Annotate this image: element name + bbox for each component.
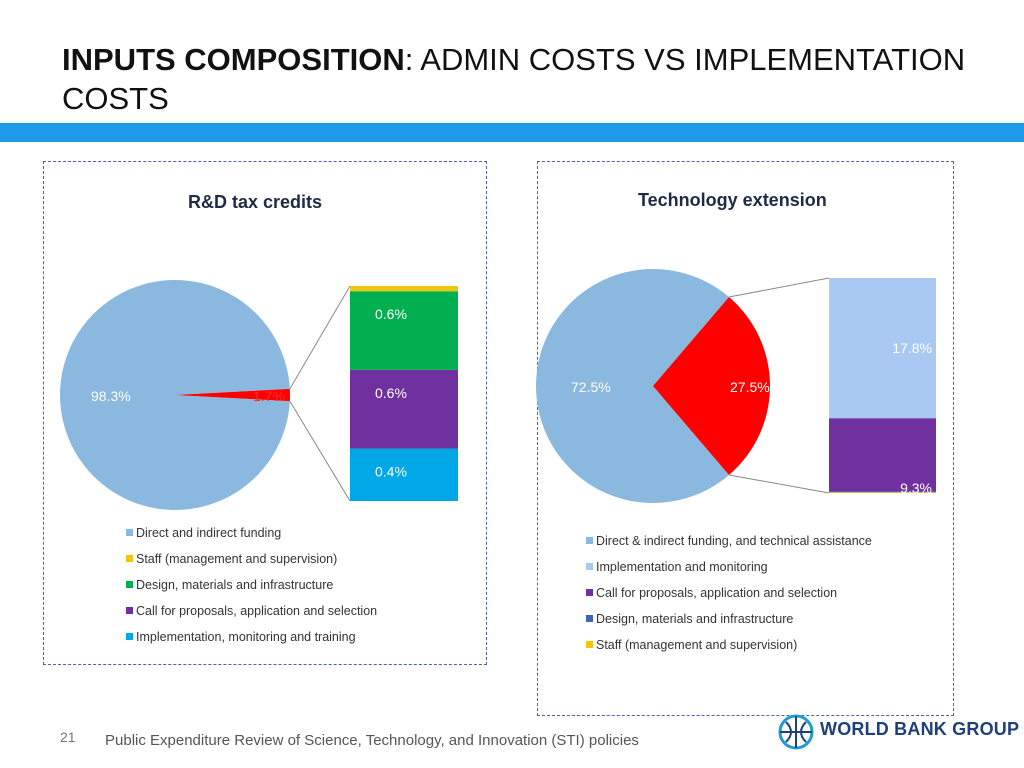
legend-rd: Direct and indirect funding Staff (manage… <box>126 525 377 655</box>
legend-item: Direct & indirect funding, and technical… <box>586 533 872 559</box>
legend-item: Direct and indirect funding <box>126 525 377 551</box>
bar-segment-0-0 <box>350 448 458 501</box>
legend-label: Implementation, monitoring and training <box>136 630 356 644</box>
bar-label-0-2: 0.6% <box>375 306 407 322</box>
pie-label-1-main: 72.5% <box>571 379 611 395</box>
legend-label: Call for proposals, application and sele… <box>596 586 838 600</box>
legend-item: Call for proposals, application and sele… <box>126 603 377 629</box>
bar-segment-1-2 <box>829 418 936 492</box>
legend-swatch <box>126 581 133 589</box>
connector-0-bottom <box>289 400 351 502</box>
legend-label: Direct and indirect funding <box>136 526 282 540</box>
legend-label: Staff (management and supervision) <box>136 552 338 566</box>
legend-item: Implementation, monitoring and training <box>126 629 377 655</box>
pie-slice-1-main <box>536 269 729 503</box>
pie-label-0-other: 1.7% <box>253 388 285 404</box>
legend-item: Design, materials and infrastructure <box>126 577 377 603</box>
legend-item: Implementation and monitoring <box>586 559 872 585</box>
chart-title-tech: Technology extension <box>638 190 827 210</box>
legend-swatch <box>586 537 593 545</box>
chart-title-rd: R&D tax credits <box>188 192 323 212</box>
legend-tech: Direct & indirect funding, and technical… <box>586 533 872 663</box>
bar-label-0-0: 0.4% <box>375 464 407 480</box>
bar-segment-0-1 <box>350 369 458 449</box>
page-title-rest: : ADMIN COSTS VS IMPLEMENTATION COSTS <box>62 42 966 116</box>
connector-1-bottom <box>728 474 830 494</box>
world-bank-globe-logo <box>778 714 814 750</box>
bar-segment-0-2 <box>350 291 458 370</box>
legend-swatch <box>126 529 133 537</box>
legend-swatch <box>586 563 593 571</box>
bar-segment-0-3 <box>350 286 458 292</box>
footer-text: Public Expenditure Review of Science, Te… <box>105 732 639 749</box>
pie-label-1-other: 27.5% <box>730 379 770 395</box>
bar-label-1-3: 17.8% <box>892 340 932 356</box>
bar-label-0-1: 0.6% <box>375 385 407 401</box>
pie-slice-0-other <box>175 388 290 402</box>
legend-swatch <box>586 589 593 597</box>
legend-item: Design, materials and infrastructure <box>586 611 872 637</box>
legend-label: Design, materials and infrastructure <box>596 612 794 626</box>
page-title-bold: INPUTS COMPOSITION <box>62 42 405 77</box>
legend-swatch <box>126 607 133 615</box>
legend-item: Call for proposals, application and sele… <box>586 585 872 611</box>
page-title: INPUTS COMPOSITION: ADMIN COSTS VS IMPLE… <box>62 40 1002 118</box>
legend-swatch <box>586 615 593 623</box>
page-number: 21 <box>60 729 76 745</box>
legend-label: Staff (management and supervision) <box>596 638 798 652</box>
legend-swatch <box>126 555 133 563</box>
connector-0-top <box>289 285 351 390</box>
legend-item: Staff (management and supervision) <box>586 637 872 663</box>
legend-item: Staff (management and supervision) <box>126 551 377 577</box>
legend-label: Implementation and monitoring <box>596 560 768 574</box>
connector-1-top <box>728 277 830 298</box>
pie-slice-0-main <box>59 280 290 510</box>
legend-swatch <box>586 641 593 649</box>
legend-swatch <box>126 633 133 641</box>
bar-segment-1-0 <box>829 492 936 493</box>
pie-slice-1-other <box>653 297 771 475</box>
bar-segment-1-1 <box>829 491 936 493</box>
logo-text: WORLD BANK GROUP <box>820 719 1020 739</box>
legend-label: Design, materials and infrastructure <box>136 578 334 592</box>
legend-label: Direct & indirect funding, and technical… <box>596 534 872 548</box>
title-underline-band <box>0 123 1024 142</box>
legend-label: Call for proposals, application and sele… <box>136 604 378 618</box>
pie-label-0-main: 98.3% <box>91 388 131 404</box>
bar-label-1-2: 9.3% <box>900 480 932 496</box>
bar-segment-1-3 <box>829 278 936 419</box>
chart-panel-technology-extension <box>537 161 954 716</box>
chart-panel-rd-tax-credits <box>43 161 487 665</box>
